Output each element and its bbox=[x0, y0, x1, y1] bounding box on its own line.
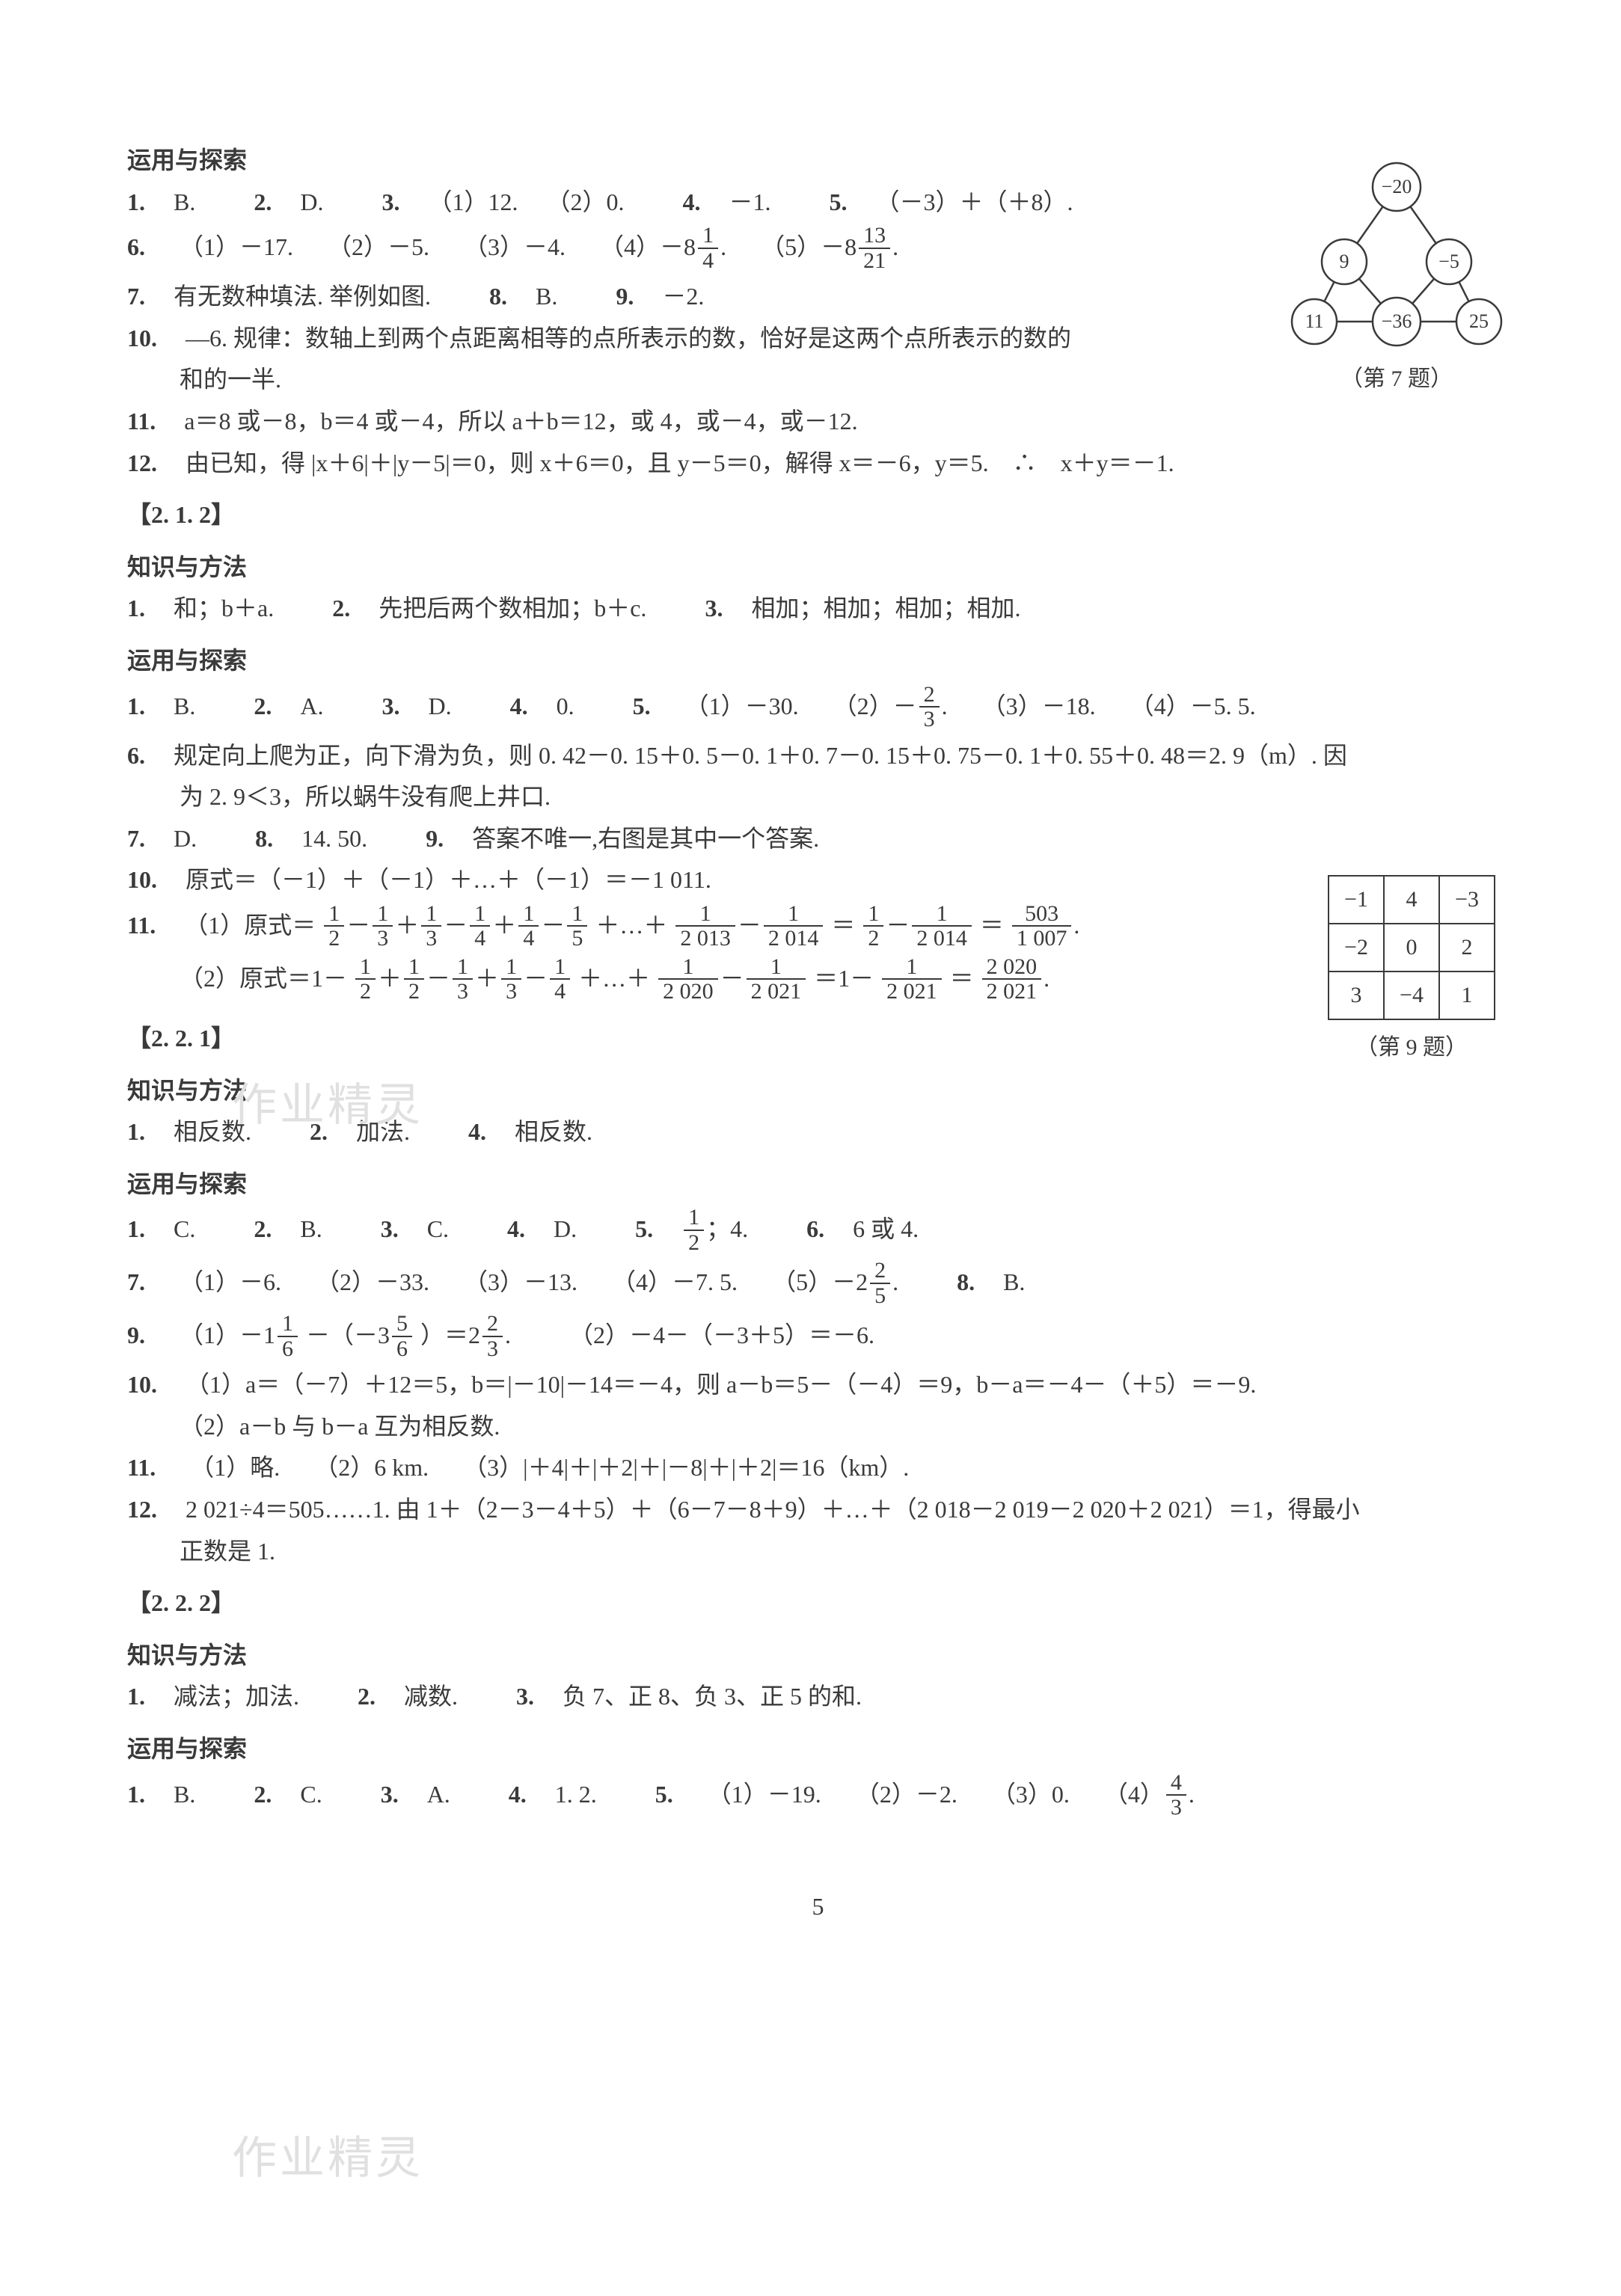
sec3-l6b: 正数是 1. bbox=[127, 1533, 1509, 1571]
sec3-l6a: 12.2 021÷4＝505……1. 由 1＋（2－3－4＋5）＋（6－7－8＋… bbox=[127, 1491, 1509, 1529]
a: －1. bbox=[729, 188, 770, 215]
n: 12. bbox=[127, 449, 157, 476]
fig9-c21: −4 bbox=[1384, 971, 1439, 1019]
sec4-l1: 1.B. 2.C. 3.A. 4.1. 2. 5. （1）－19. （2）－2.… bbox=[127, 1772, 1509, 1821]
n: 3. bbox=[381, 188, 399, 215]
sec2-l1: 1.B. 2.A. 3.D. 4.0. 5. （1）－30. （2）－23. （… bbox=[127, 684, 1509, 733]
n: 8. bbox=[489, 283, 507, 310]
watermark-2: 作业精灵 bbox=[232, 2124, 423, 2194]
sec1-line6: 12.由已知，得 |x＋6|＋|y－5|＝0，则 x＋6＝0，且 y－5＝0，解… bbox=[127, 445, 1509, 482]
figure-9: −1 4 −3 −2 0 2 3 −4 1 （第 9 题） bbox=[1314, 875, 1509, 1066]
n: 6. bbox=[127, 233, 145, 260]
fig9-c22: 1 bbox=[1439, 971, 1495, 1019]
sec3-l1: 1.C. 2.B. 3.C. 4.D. 5.12；4. 6.6 或 4. bbox=[127, 1207, 1509, 1256]
sec2-l6: （2）原式＝1－ 12＋12－13＋13－14 ＋…＋ 12 020－12 02… bbox=[127, 957, 1509, 1005]
figure-7: −20 9 −5 11 −36 25 （第 7 题） bbox=[1284, 157, 1509, 397]
frac-row: 12 020－12 021 bbox=[656, 965, 808, 992]
n: 1. bbox=[127, 188, 145, 215]
sec3-l4a: 10.（1）a＝（－7）＋12＝5，b＝|－10|－14＝－4，则 a－b＝5－… bbox=[127, 1366, 1509, 1404]
n: 2. bbox=[254, 188, 272, 215]
fig9-c12: 2 bbox=[1439, 924, 1495, 971]
n: 11. bbox=[127, 408, 156, 435]
fig9-c10: −2 bbox=[1329, 924, 1384, 971]
frac-row: 12－12 014 bbox=[861, 912, 974, 939]
fig7-midL: 9 bbox=[1340, 251, 1349, 272]
n: 5. bbox=[830, 188, 848, 215]
sec2-yy-title: 运用与探索 bbox=[127, 642, 1509, 680]
sec3-yy-title: 运用与探索 bbox=[127, 1166, 1509, 1203]
n: 9. bbox=[616, 283, 634, 310]
sec3-l3: 9. （1）－116 －（－356 ）＝223. （2）－4－（－3＋5）＝－6… bbox=[127, 1313, 1509, 1362]
p: （3）－4. bbox=[464, 233, 566, 260]
fig7-botR: 25 bbox=[1469, 310, 1489, 332]
page: 作业精灵 作业精灵 −20 9 −5 11 −36 25 （第 7 题） bbox=[0, 0, 1621, 1985]
sec2-l2a: 6.规定向上爬为正，向下滑为负，则 0. 42－0. 15＋0. 5－0. 1＋… bbox=[127, 737, 1509, 775]
fig9-table: −1 4 −3 −2 0 2 3 −4 1 bbox=[1328, 875, 1495, 1020]
fig9-c02: −3 bbox=[1439, 876, 1495, 924]
fig7-midR: −5 bbox=[1438, 251, 1459, 272]
sec4-kz-title: 知识与方法 bbox=[127, 1637, 1509, 1675]
fig7-botM: −36 bbox=[1382, 310, 1412, 332]
frac-row: 12 013－12 014 bbox=[673, 912, 825, 939]
frac-row: 12＋12－13＋13－14 bbox=[353, 965, 572, 992]
a: （－3）＋（＋8）. bbox=[876, 188, 1073, 215]
fig9-c20: 3 bbox=[1329, 971, 1384, 1019]
sec2-kz: 1.和；b＋a. 2.先把后两个数相加；b＋c. 3.相加；相加；相加；相加. bbox=[127, 590, 1509, 627]
fig7-top: −20 bbox=[1382, 176, 1412, 197]
sec1-line5: 11.a＝8 或－8，b＝4 或－4，所以 a＋b＝12，或 4，或－4，或－1… bbox=[127, 403, 1509, 441]
frac-row: 12－13＋13－14＋14－15 bbox=[322, 912, 589, 939]
fig9-caption: （第 9 题） bbox=[1314, 1031, 1509, 1066]
fig9-c00: −1 bbox=[1329, 876, 1384, 924]
a: D. bbox=[300, 188, 323, 215]
sec3-l5: 11. （1）略. （2）6 km. （3）|＋4|＋|＋2|＋|－8|＋|＋2… bbox=[127, 1449, 1509, 1487]
fig9-c11: 0 bbox=[1384, 924, 1439, 971]
sec4-kz: 1.减法；加法. 2.减数. 3.负 7、正 8、负 3、正 5 的和. bbox=[127, 1678, 1509, 1716]
sec2-l3: 7.D. 8.14. 50. 9.答案不唯一,右图是其中一个答案. bbox=[127, 820, 1509, 858]
p: （4）－8 bbox=[600, 233, 696, 260]
page-number: 5 bbox=[127, 1888, 1509, 1926]
sec2-l5: 11.（1）原式＝ 12－13＋13－14＋14－15 ＋…＋ 12 013－1… bbox=[127, 903, 1509, 952]
sec2-l2b: 为 2. 9＜3，所以蜗牛没有爬上井口. bbox=[127, 779, 1509, 816]
n: 7. bbox=[127, 283, 145, 310]
fig9-c01: 4 bbox=[1384, 876, 1439, 924]
sec3-kz-title: 知识与方法 bbox=[127, 1072, 1509, 1110]
a: B. bbox=[174, 188, 195, 215]
sec2-l4: 10.原式＝（－1）＋（－1）＋…＋（－1）＝－1 011. bbox=[127, 862, 1509, 899]
sec4-yy-title: 运用与探索 bbox=[127, 1731, 1509, 1768]
sec2-tag: 【2. 1. 2】 bbox=[127, 497, 1509, 534]
a: （2）0. bbox=[546, 188, 624, 215]
sec4-tag: 【2. 2. 2】 bbox=[127, 1585, 1509, 1622]
n: 4. bbox=[682, 188, 700, 215]
fig7-svg: −20 9 −5 11 −36 25 bbox=[1284, 157, 1509, 352]
sec3-l4b: （2）a－b 与 b－a 互为相反数. bbox=[127, 1408, 1509, 1446]
p: （5）－8 bbox=[761, 233, 857, 260]
sec3-l2: 7. （1）－6. （2）－33. （3）－13. （4）－7. 5. （5）－… bbox=[127, 1260, 1509, 1309]
p: （1）－17. bbox=[180, 233, 293, 260]
fig7-botL: 11 bbox=[1305, 310, 1323, 332]
fig7-caption: （第 7 题） bbox=[1284, 362, 1509, 397]
sec3-kz: 1.相反数. 2.加法. 4.相反数. bbox=[127, 1114, 1509, 1151]
p: （2）－5. bbox=[328, 233, 429, 260]
n: 10. bbox=[127, 325, 157, 352]
sec3-tag: 【2. 2. 1】 bbox=[127, 1020, 1509, 1058]
a: （1）12. bbox=[428, 188, 518, 215]
sec2-kz-title: 知识与方法 bbox=[127, 549, 1509, 586]
